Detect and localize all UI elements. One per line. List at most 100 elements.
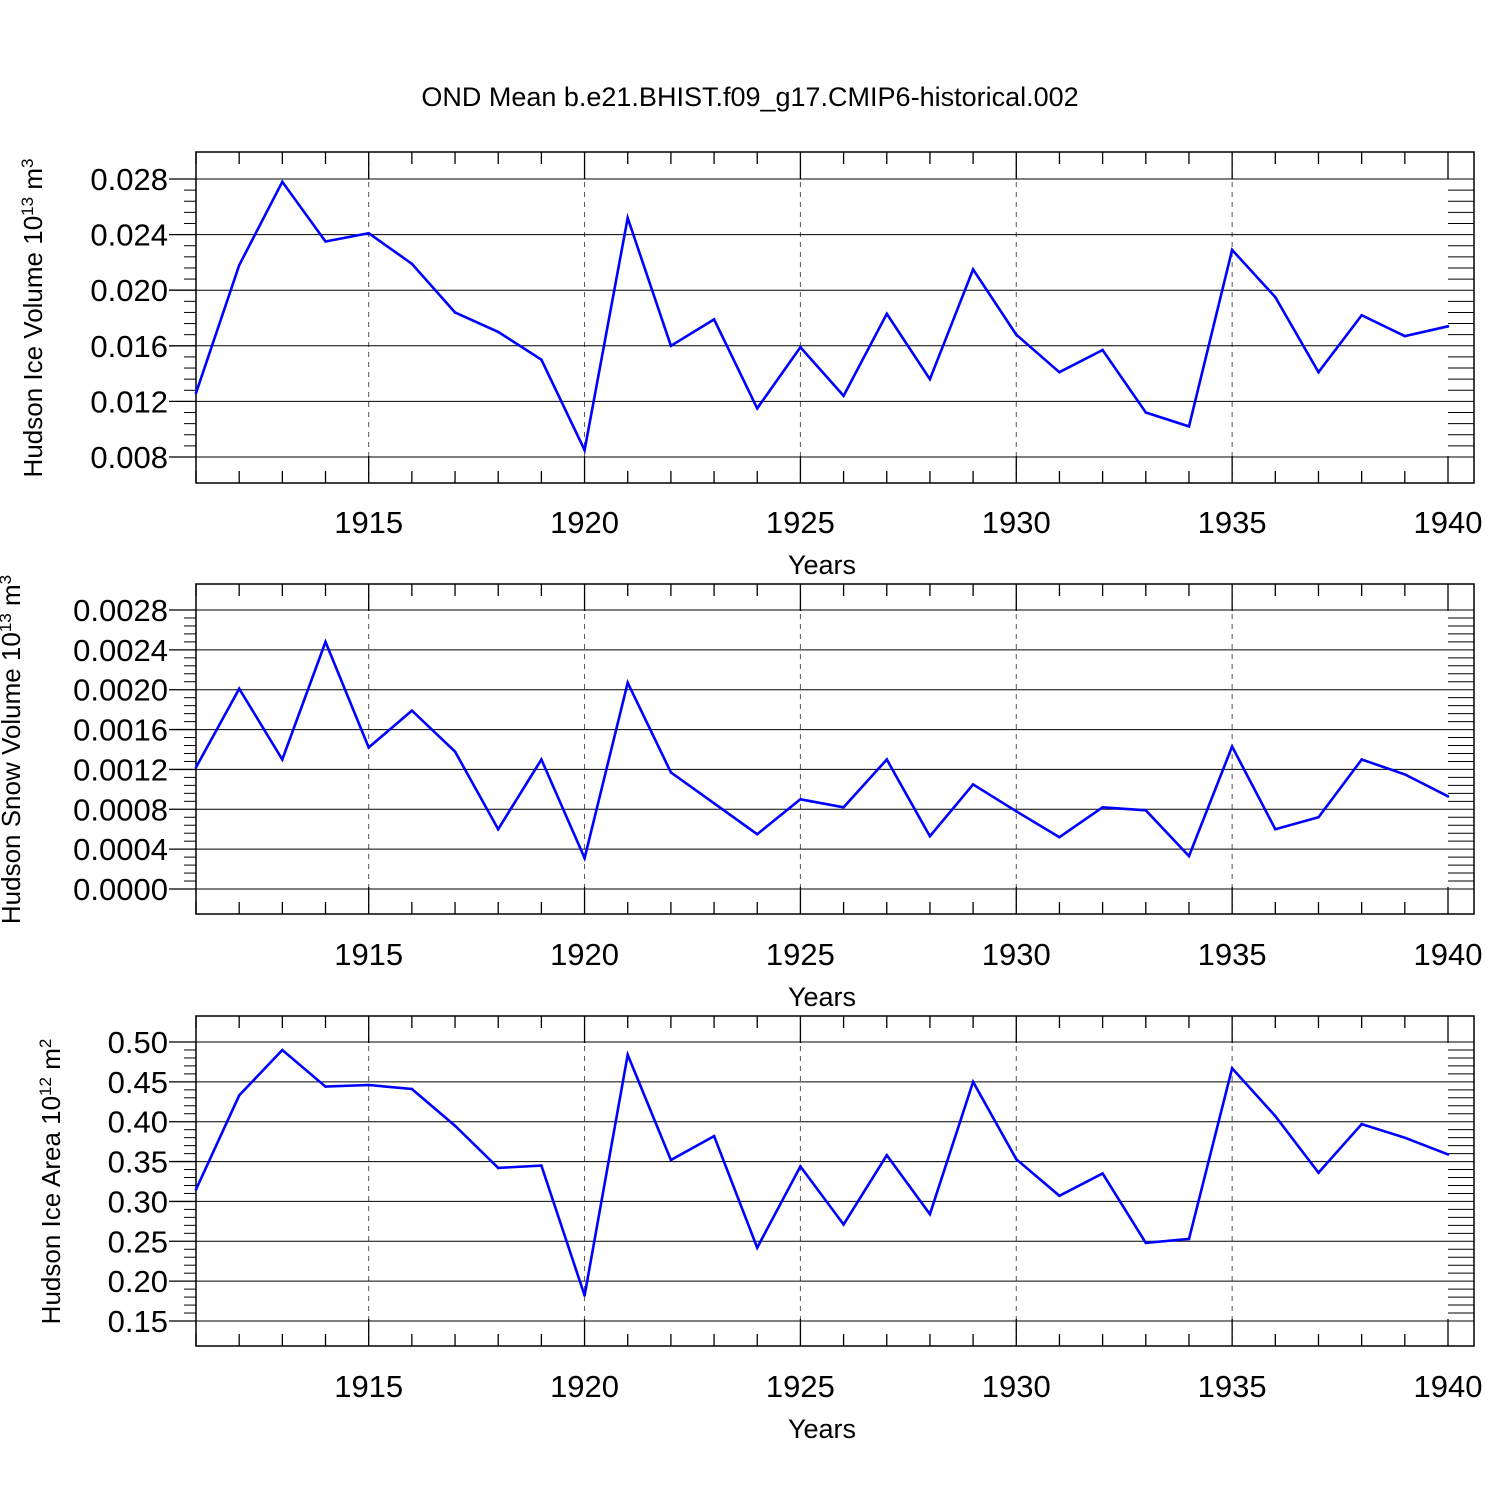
y-tick-label: 0.50 [108,1025,168,1060]
data-point [410,709,414,712]
y-tick-label: 0.20 [108,1264,168,1299]
data-point [885,1153,889,1157]
data-point [885,312,889,316]
data-point [1403,1136,1407,1139]
y-tick-label: 0.40 [108,1105,168,1140]
panel-2: 0.0000 0.0004 0.0008 0.0012 0.0016 0.0020 0.00… [0,575,1482,1012]
data-point [1230,745,1234,748]
y-tick-label: 0.016 [90,329,168,364]
panel-3: 0.15 0.20 0.25 0.30 0.35 0.40 0.45 0.50 1915 1920… [36,1015,1483,1444]
data-point [1446,1153,1450,1156]
y-axis-title: Hudson Ice Area 1012 m2 [36,1039,67,1325]
data-point [1230,1067,1234,1070]
plot-frame [195,583,1475,915]
x-tick-label: 1935 [1198,505,1267,540]
data-point [799,1165,802,1168]
data-point [1230,248,1234,252]
data-point [842,805,845,809]
data-point [669,344,673,348]
data-point [1446,325,1450,328]
y-tick-label: 0.45 [108,1065,168,1100]
data-point [755,1246,759,1249]
data-point [755,407,759,410]
x-tick-label: 1925 [766,505,835,540]
y-tick-label: 0.35 [108,1145,168,1180]
data-point [1274,1114,1277,1118]
data-point [971,1080,975,1084]
data-point [1187,854,1191,858]
data-point [194,766,198,769]
plot-frame [195,1015,1475,1347]
data-point [669,1158,673,1162]
series-line [194,1048,1449,1296]
x-tick-label: 1930 [982,1369,1051,1404]
data-point [367,1083,370,1087]
data-point [281,758,284,761]
y-tick-label: 0.0016 [73,713,168,748]
y-tick-label: 0.0008 [73,792,168,827]
data-point [1274,295,1277,299]
x-tick-label: 1940 [1414,1369,1483,1404]
data-point [281,1048,284,1052]
y-tick-label: 0.0028 [73,593,168,628]
y-tick-label: 0.25 [108,1224,168,1259]
data-point [626,1053,630,1057]
y-tick-label: 0.0000 [73,872,168,907]
data-point [583,1294,586,1297]
data-point [1317,815,1320,819]
data-point [583,448,586,452]
x-axis-title: Years [788,982,856,1012]
data-point [1014,1157,1018,1161]
x-tick-label: 1915 [334,937,403,972]
x-tick-label: 1920 [550,1369,619,1404]
data-point [1317,370,1320,374]
data-point [496,1166,500,1170]
data-point [194,391,198,395]
data-point [410,1087,414,1091]
data-point [799,798,802,801]
data-point [928,1212,932,1216]
y-axis-title: Hudson Snow Volume 1013 m3 [0,575,26,924]
x-axis-title: Years [788,550,856,580]
data-point [928,834,932,838]
data-point [1360,758,1363,761]
data-point [1144,411,1148,414]
x-tick-label: 1925 [766,937,835,972]
x-tick-label: 1940 [1414,505,1483,540]
data-point [1317,1171,1320,1175]
y-tick-label: 0.15 [108,1304,168,1339]
data-point [1403,773,1407,776]
y-tick-label: 0.0004 [73,832,168,867]
data-point [540,1164,543,1167]
y-tick-label: 0.028 [90,162,168,197]
x-tick-label: 1930 [982,937,1051,972]
y-tick-label: 0.0020 [73,673,168,708]
data-point [1144,808,1148,812]
data-point [453,750,457,753]
data-point [583,856,586,860]
data-point [410,262,414,266]
data-point [324,1085,327,1088]
x-tick-label: 1920 [550,505,619,540]
x-tick-label: 1915 [334,505,403,540]
data-point [1187,1237,1191,1241]
y-tick-label: 0.30 [108,1184,168,1219]
data-point [367,746,370,749]
data-point [1014,333,1018,336]
x-tick-label: 1930 [982,505,1051,540]
data-point [324,240,327,243]
data-point [1058,1194,1061,1198]
data-point [453,311,457,314]
x-tick-label: 1935 [1198,1369,1267,1404]
data-point [540,358,543,362]
data-point [1446,795,1450,798]
data-point [1360,313,1363,317]
data-point [971,268,975,271]
data-point [626,681,630,685]
data-point [712,1134,716,1138]
x-tick-label: 1915 [334,1369,403,1404]
y-tick-label: 0.012 [90,384,168,419]
data-point [237,1094,241,1097]
x-tick-label: 1925 [766,1369,835,1404]
data-point [237,263,241,267]
